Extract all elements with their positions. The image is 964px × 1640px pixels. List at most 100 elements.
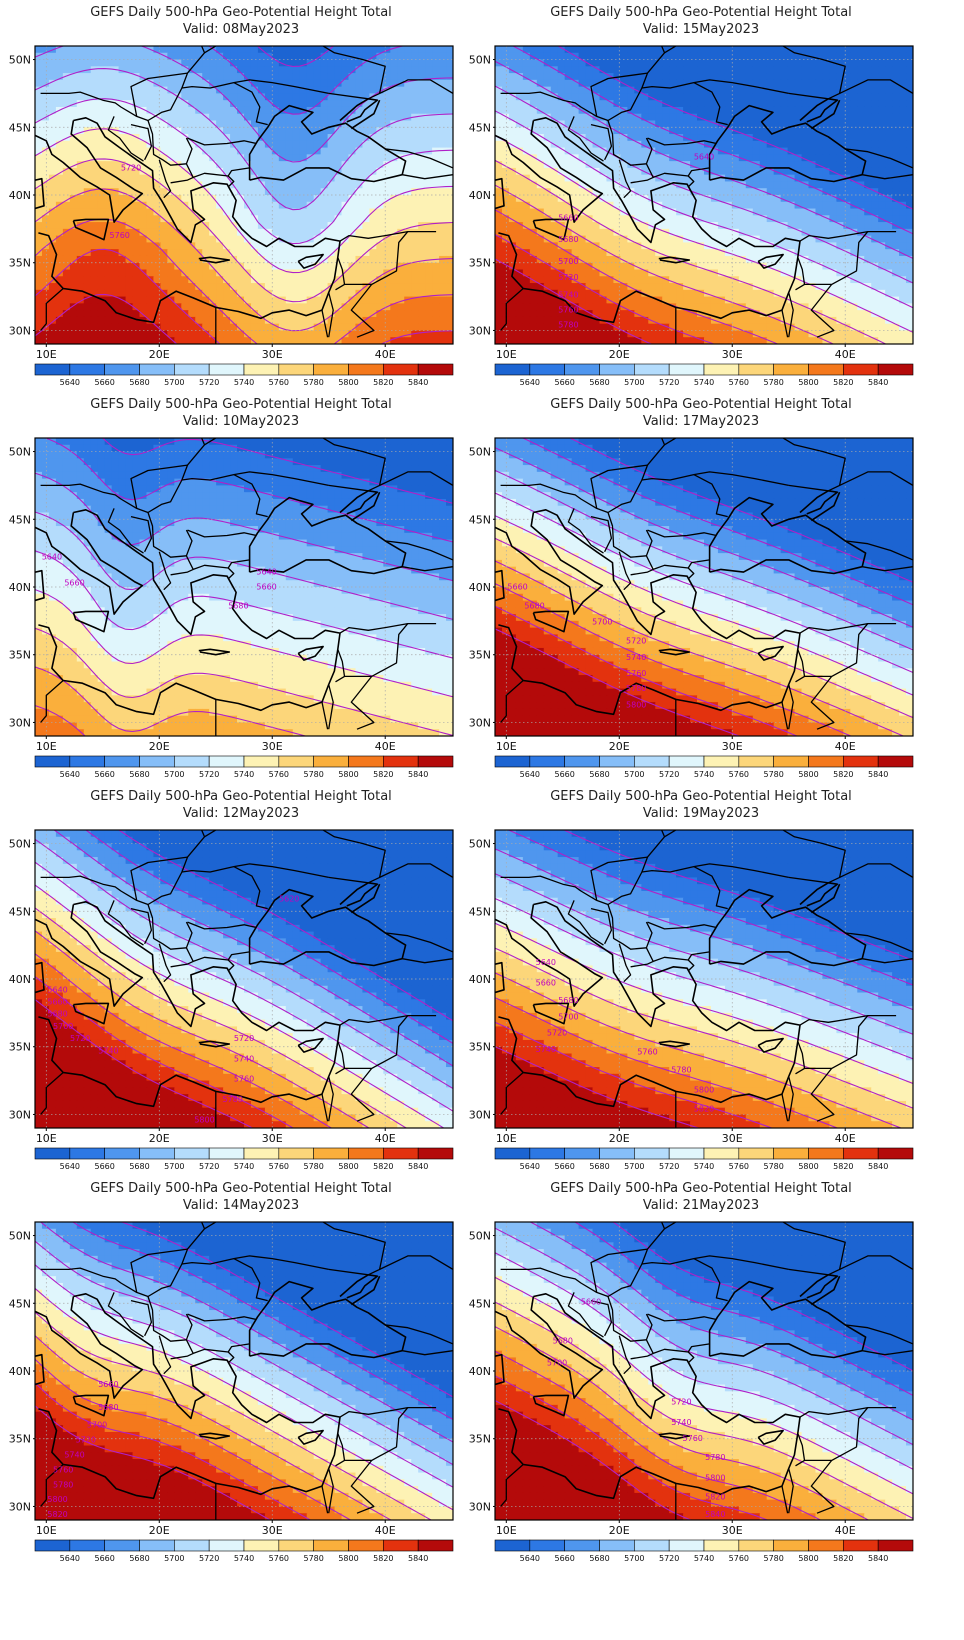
height-cell xyxy=(244,242,252,250)
height-cell xyxy=(320,79,329,88)
height-cell xyxy=(292,208,301,216)
height-cell xyxy=(230,113,238,122)
height-cell xyxy=(543,167,552,176)
height-cell xyxy=(355,289,364,298)
height-cell xyxy=(899,283,907,291)
height-cell xyxy=(606,215,615,223)
height-cell xyxy=(717,161,726,169)
colorbar: 5640 5660 5680 5700 5720 5740 5760 5780 5800 5820… xyxy=(34,363,454,387)
height-cell xyxy=(111,174,120,183)
height-cell xyxy=(313,174,322,183)
height-cell xyxy=(759,228,768,237)
height-cell xyxy=(355,255,364,264)
height-cell xyxy=(704,147,712,155)
height-cell xyxy=(41,106,50,115)
height-cell xyxy=(223,222,231,230)
height-cell xyxy=(369,255,377,264)
height-cell xyxy=(515,86,524,95)
height-cell xyxy=(850,106,858,115)
height-cell xyxy=(299,86,308,95)
height-cell xyxy=(306,120,315,128)
height-cell xyxy=(125,66,134,74)
height-cell xyxy=(104,337,113,344)
height-cell xyxy=(146,79,155,88)
height-cell xyxy=(564,113,573,122)
height-cell xyxy=(104,181,113,189)
height-cell xyxy=(878,167,886,176)
height-cell xyxy=(592,93,601,101)
height-cell xyxy=(411,46,419,54)
height-cell xyxy=(195,242,203,250)
height-cell xyxy=(724,262,733,271)
height-cell xyxy=(564,222,573,230)
height-cell xyxy=(515,127,524,135)
height-cell xyxy=(418,100,426,108)
height-cell xyxy=(313,303,322,311)
height-cell xyxy=(759,215,768,223)
height-cell xyxy=(550,106,559,115)
height-cell xyxy=(599,127,608,135)
height-cell xyxy=(592,262,601,271)
height-cell xyxy=(773,255,782,264)
height-cell xyxy=(181,276,189,284)
height-cell xyxy=(717,140,726,149)
height-cell xyxy=(104,59,113,67)
height-cell xyxy=(752,147,761,155)
height-cell xyxy=(899,147,907,155)
height-cell xyxy=(787,276,796,284)
height-cell xyxy=(376,147,384,155)
height-cell xyxy=(209,235,217,244)
height-cell xyxy=(313,215,322,223)
height-cell xyxy=(383,167,391,176)
height-cell xyxy=(599,201,608,210)
height-cell xyxy=(495,120,503,128)
height-cell xyxy=(48,86,57,95)
height-cell xyxy=(501,86,510,95)
height-cell xyxy=(655,100,663,108)
height-cell xyxy=(237,174,245,183)
height-cell xyxy=(508,73,517,81)
height-cell xyxy=(125,52,134,61)
height-cell xyxy=(188,337,196,344)
height-cell xyxy=(341,113,350,122)
height-cell xyxy=(97,310,106,318)
height-cell xyxy=(55,154,64,162)
height-cell xyxy=(578,215,587,223)
height-cell xyxy=(139,337,148,344)
height-cell xyxy=(690,127,698,135)
height-cell xyxy=(97,161,106,169)
height-cell xyxy=(557,296,566,304)
height-cell xyxy=(522,113,531,122)
height-cell xyxy=(41,188,50,196)
height-cell xyxy=(118,323,127,332)
country-border xyxy=(344,231,409,286)
height-cell xyxy=(146,303,155,311)
height-cell xyxy=(237,140,245,149)
height-cell xyxy=(599,66,608,74)
height-cell xyxy=(320,134,329,142)
height-cell xyxy=(662,262,670,271)
height-cell xyxy=(195,93,203,101)
height-cell xyxy=(35,303,43,311)
height-cell xyxy=(139,215,148,223)
height-cell xyxy=(627,59,635,67)
height-cell xyxy=(550,283,559,291)
height-cell xyxy=(564,208,573,216)
coastline xyxy=(198,256,231,264)
height-cell xyxy=(306,59,315,67)
height-cell xyxy=(864,289,872,298)
height-cell xyxy=(648,106,656,115)
height-cell xyxy=(571,296,580,304)
height-cell xyxy=(320,73,329,81)
height-cell xyxy=(202,174,210,183)
height-cell xyxy=(76,86,85,95)
height-cell xyxy=(843,161,851,169)
height-cell xyxy=(724,215,733,223)
height-cell xyxy=(710,249,719,257)
height-cell xyxy=(606,93,615,101)
height-cell xyxy=(578,73,587,81)
height-cell xyxy=(125,120,134,128)
height-cell xyxy=(536,167,545,176)
height-cell xyxy=(181,249,189,257)
height-cell xyxy=(202,249,210,257)
